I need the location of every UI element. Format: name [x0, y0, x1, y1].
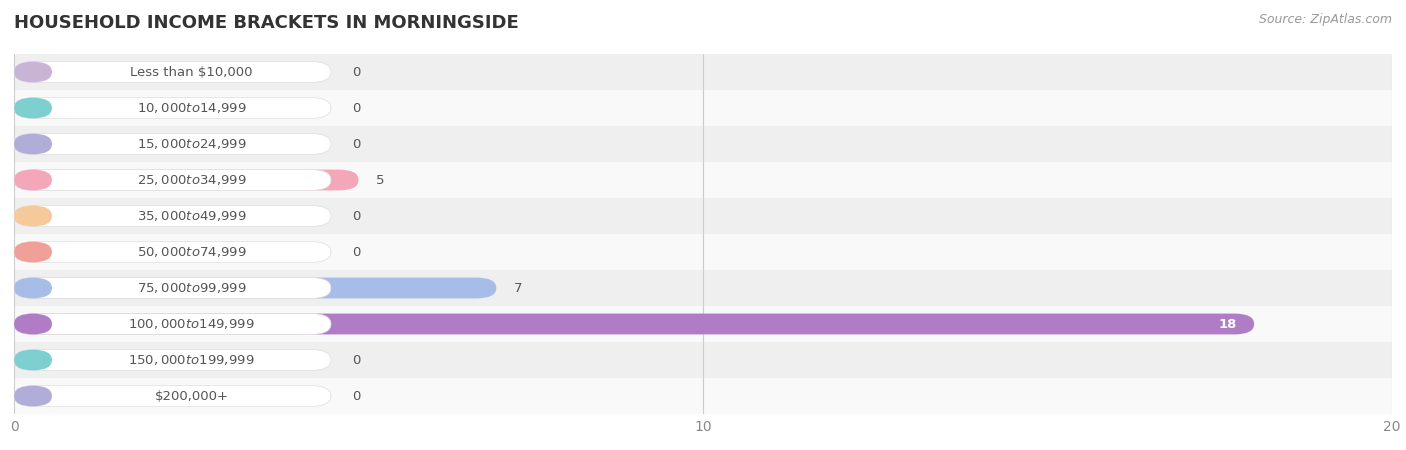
FancyBboxPatch shape [14, 62, 330, 82]
Text: 0: 0 [352, 102, 360, 114]
FancyBboxPatch shape [14, 134, 330, 154]
Text: HOUSEHOLD INCOME BRACKETS IN MORNINGSIDE: HOUSEHOLD INCOME BRACKETS IN MORNINGSIDE [14, 14, 519, 32]
FancyBboxPatch shape [14, 62, 52, 82]
FancyBboxPatch shape [14, 278, 52, 298]
Text: $15,000 to $24,999: $15,000 to $24,999 [136, 137, 246, 151]
Bar [14, 306, 1392, 342]
FancyBboxPatch shape [14, 170, 52, 190]
Bar [14, 270, 1392, 306]
FancyBboxPatch shape [14, 98, 330, 118]
Text: $35,000 to $49,999: $35,000 to $49,999 [136, 209, 246, 223]
Text: 7: 7 [513, 282, 522, 294]
FancyBboxPatch shape [14, 242, 330, 262]
Bar [14, 162, 1392, 198]
Bar [14, 198, 1392, 234]
Bar [14, 90, 1392, 126]
FancyBboxPatch shape [14, 134, 52, 154]
FancyBboxPatch shape [14, 314, 330, 334]
Text: $10,000 to $14,999: $10,000 to $14,999 [136, 101, 246, 115]
Text: 0: 0 [352, 66, 360, 78]
FancyBboxPatch shape [14, 206, 52, 226]
Text: Source: ZipAtlas.com: Source: ZipAtlas.com [1258, 14, 1392, 27]
Bar [14, 378, 1392, 414]
Text: 0: 0 [352, 210, 360, 222]
FancyBboxPatch shape [14, 278, 496, 298]
Text: 0: 0 [352, 390, 360, 402]
FancyBboxPatch shape [14, 350, 330, 370]
Text: 18: 18 [1219, 318, 1237, 330]
Text: $100,000 to $149,999: $100,000 to $149,999 [128, 317, 254, 331]
Text: 5: 5 [375, 174, 384, 186]
Bar [14, 126, 1392, 162]
Bar [14, 54, 1392, 90]
FancyBboxPatch shape [14, 170, 359, 190]
FancyBboxPatch shape [14, 350, 52, 370]
FancyBboxPatch shape [14, 386, 330, 406]
FancyBboxPatch shape [14, 98, 52, 118]
FancyBboxPatch shape [14, 242, 52, 262]
Text: 0: 0 [352, 354, 360, 366]
FancyBboxPatch shape [14, 206, 330, 226]
Text: $75,000 to $99,999: $75,000 to $99,999 [136, 281, 246, 295]
Text: $150,000 to $199,999: $150,000 to $199,999 [128, 353, 254, 367]
Bar [14, 234, 1392, 270]
FancyBboxPatch shape [14, 314, 1254, 334]
FancyBboxPatch shape [14, 386, 52, 406]
FancyBboxPatch shape [14, 278, 330, 298]
FancyBboxPatch shape [14, 314, 52, 334]
Text: $50,000 to $74,999: $50,000 to $74,999 [136, 245, 246, 259]
Text: Less than $10,000: Less than $10,000 [131, 66, 253, 78]
Bar [14, 342, 1392, 378]
FancyBboxPatch shape [14, 170, 330, 190]
Text: 0: 0 [352, 138, 360, 150]
Text: $200,000+: $200,000+ [155, 390, 228, 402]
Text: $25,000 to $34,999: $25,000 to $34,999 [136, 173, 246, 187]
Text: 0: 0 [352, 246, 360, 258]
